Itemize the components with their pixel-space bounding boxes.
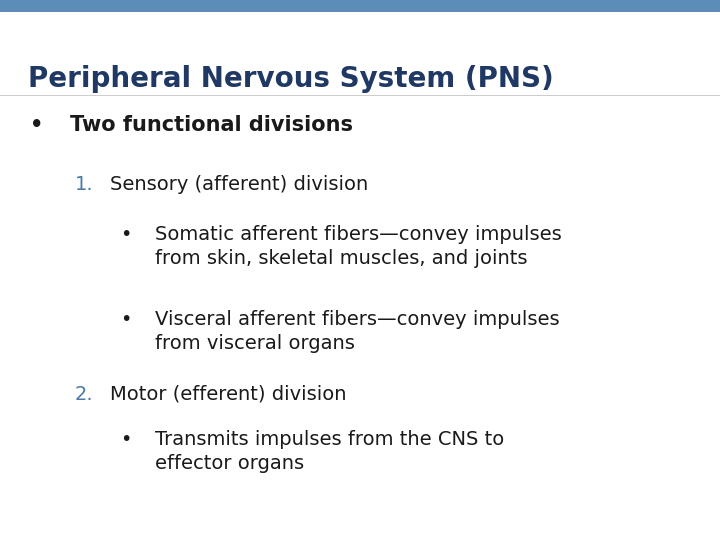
Text: •: • (120, 225, 131, 244)
Text: •: • (120, 430, 131, 449)
Text: Motor (efferent) division: Motor (efferent) division (110, 385, 346, 404)
Text: Two functional divisions: Two functional divisions (70, 115, 353, 135)
Text: Somatic afferent fibers—convey impulses
from skin, skeletal muscles, and joints: Somatic afferent fibers—convey impulses … (155, 225, 562, 268)
Text: Peripheral Nervous System (PNS): Peripheral Nervous System (PNS) (28, 65, 554, 93)
Text: 2.: 2. (75, 385, 94, 404)
Text: 1.: 1. (75, 175, 94, 194)
Bar (0, 0, 720, 12)
Text: •: • (30, 115, 43, 135)
Text: Sensory (afferent) division: Sensory (afferent) division (110, 175, 368, 194)
Text: Transmits impulses from the CNS to
effector organs: Transmits impulses from the CNS to effec… (155, 430, 504, 473)
Text: Visceral afferent fibers—convey impulses
from visceral organs: Visceral afferent fibers—convey impulses… (155, 310, 559, 353)
Text: •: • (120, 310, 131, 329)
